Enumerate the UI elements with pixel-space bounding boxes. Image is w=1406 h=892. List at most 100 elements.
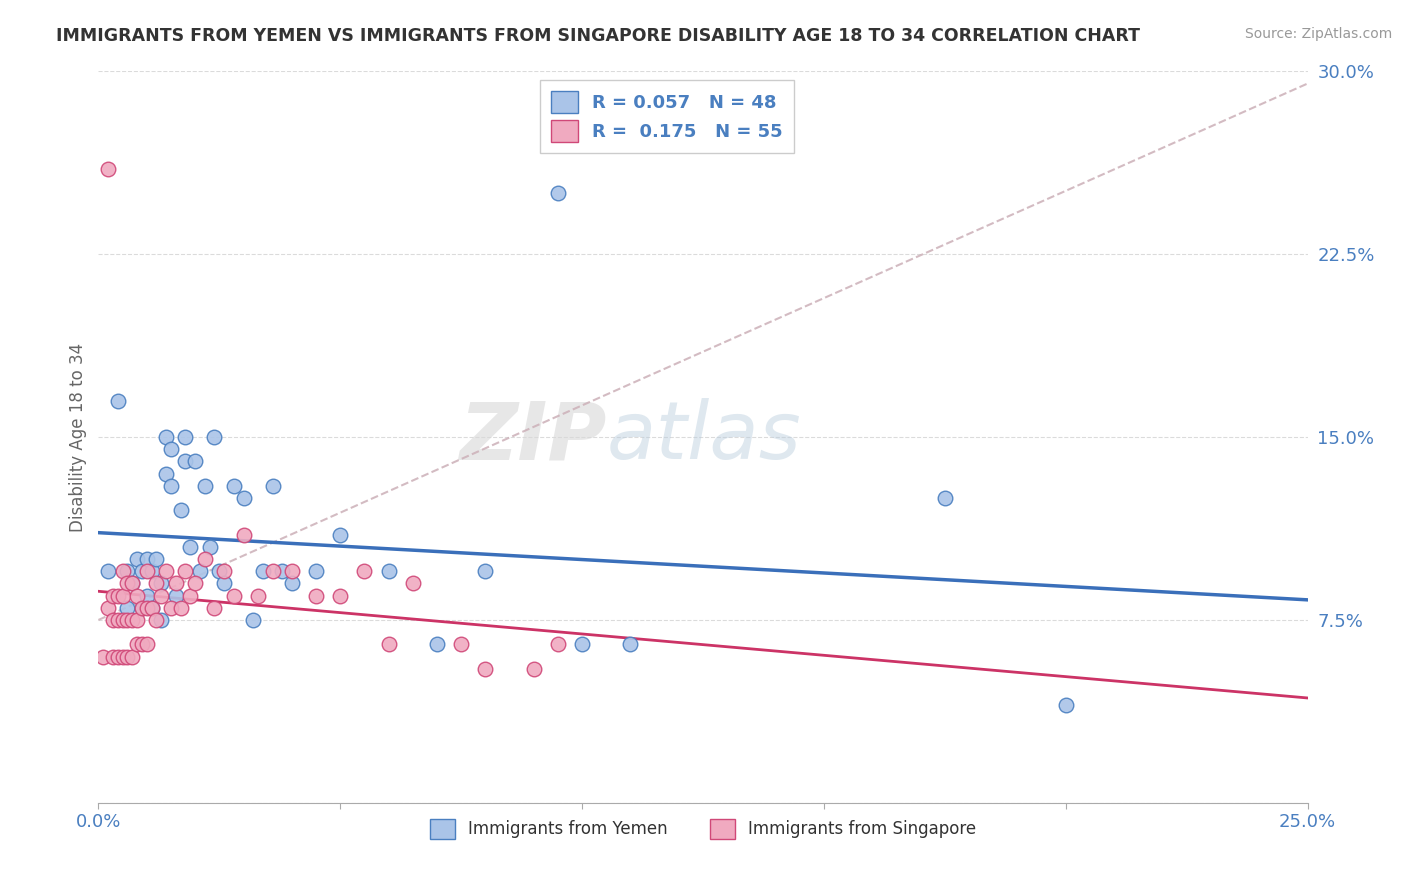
- Point: [547, 186, 569, 201]
- Point: [131, 600, 153, 615]
- Point: [117, 564, 139, 578]
- Point: [111, 589, 134, 603]
- Point: [135, 637, 157, 651]
- Point: [474, 662, 496, 676]
- Point: [198, 540, 221, 554]
- Point: [131, 564, 153, 578]
- Point: [208, 564, 231, 578]
- Point: [353, 564, 375, 578]
- Point: [547, 637, 569, 651]
- Point: [141, 600, 163, 615]
- Point: [179, 540, 201, 554]
- Text: IMMIGRANTS FROM YEMEN VS IMMIGRANTS FROM SINGAPORE DISABILITY AGE 18 TO 34 CORRE: IMMIGRANTS FROM YEMEN VS IMMIGRANTS FROM…: [56, 27, 1140, 45]
- Point: [121, 613, 143, 627]
- Point: [262, 479, 284, 493]
- Point: [271, 564, 294, 578]
- Point: [135, 564, 157, 578]
- Point: [111, 649, 134, 664]
- Point: [169, 600, 191, 615]
- Point: [107, 393, 129, 408]
- Point: [121, 649, 143, 664]
- Point: [160, 442, 183, 457]
- Point: [145, 552, 167, 566]
- Point: [174, 454, 197, 468]
- Point: [160, 479, 183, 493]
- Point: [150, 613, 173, 627]
- Point: [101, 613, 124, 627]
- Point: [141, 564, 163, 578]
- Point: [117, 613, 139, 627]
- Point: [97, 564, 120, 578]
- Point: [174, 564, 197, 578]
- Point: [150, 576, 173, 591]
- Point: [117, 600, 139, 615]
- Point: [474, 564, 496, 578]
- Point: [179, 589, 201, 603]
- Point: [571, 637, 593, 651]
- Point: [281, 564, 304, 578]
- Point: [222, 589, 245, 603]
- Point: [165, 576, 187, 591]
- Point: [135, 589, 157, 603]
- Point: [169, 503, 191, 517]
- Point: [402, 576, 425, 591]
- Point: [150, 589, 173, 603]
- Point: [305, 589, 328, 603]
- Point: [252, 564, 274, 578]
- Point: [127, 637, 149, 651]
- Point: [188, 564, 211, 578]
- Point: [117, 649, 139, 664]
- Point: [242, 613, 264, 627]
- Point: [141, 600, 163, 615]
- Point: [377, 564, 399, 578]
- Point: [194, 479, 217, 493]
- Text: Source: ZipAtlas.com: Source: ZipAtlas.com: [1244, 27, 1392, 41]
- Point: [111, 564, 134, 578]
- Point: [450, 637, 472, 651]
- Point: [145, 576, 167, 591]
- Point: [121, 576, 143, 591]
- Point: [934, 491, 956, 505]
- Point: [165, 589, 187, 603]
- Point: [107, 589, 129, 603]
- Point: [155, 430, 177, 444]
- Point: [111, 613, 134, 627]
- Point: [101, 589, 124, 603]
- Point: [305, 564, 328, 578]
- Point: [155, 564, 177, 578]
- Point: [135, 552, 157, 566]
- Y-axis label: Disability Age 18 to 34: Disability Age 18 to 34: [69, 343, 87, 532]
- Point: [117, 576, 139, 591]
- Point: [155, 467, 177, 481]
- Point: [262, 564, 284, 578]
- Point: [184, 576, 207, 591]
- Point: [121, 576, 143, 591]
- Point: [329, 589, 352, 603]
- Point: [194, 552, 217, 566]
- Point: [135, 600, 157, 615]
- Legend: Immigrants from Yemen, Immigrants from Singapore: Immigrants from Yemen, Immigrants from S…: [423, 812, 983, 846]
- Point: [212, 564, 235, 578]
- Point: [204, 430, 226, 444]
- Point: [222, 479, 245, 493]
- Point: [127, 589, 149, 603]
- Point: [97, 161, 120, 176]
- Point: [619, 637, 641, 651]
- Point: [232, 491, 254, 505]
- Point: [204, 600, 226, 615]
- Point: [426, 637, 449, 651]
- Point: [174, 430, 197, 444]
- Point: [101, 649, 124, 664]
- Point: [377, 637, 399, 651]
- Text: atlas: atlas: [606, 398, 801, 476]
- Point: [329, 527, 352, 541]
- Point: [184, 454, 207, 468]
- Text: ZIP: ZIP: [458, 398, 606, 476]
- Point: [127, 613, 149, 627]
- Point: [160, 600, 183, 615]
- Point: [107, 649, 129, 664]
- Point: [1054, 698, 1077, 713]
- Point: [281, 576, 304, 591]
- Point: [247, 589, 270, 603]
- Point: [232, 527, 254, 541]
